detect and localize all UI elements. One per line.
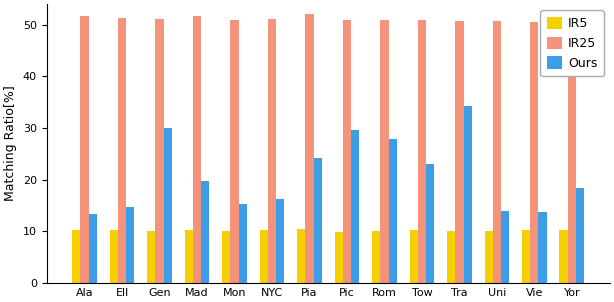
Bar — [410, 230, 418, 283]
Bar — [201, 181, 209, 283]
Bar — [335, 232, 343, 283]
Bar — [380, 20, 389, 283]
Bar — [455, 21, 464, 283]
Bar — [559, 230, 568, 283]
Bar — [297, 229, 305, 283]
Bar — [522, 230, 530, 283]
Bar — [147, 231, 155, 283]
Bar — [418, 20, 426, 283]
Bar — [155, 19, 164, 283]
Bar — [126, 207, 134, 283]
Bar — [230, 20, 239, 283]
Bar — [164, 127, 172, 283]
Bar — [343, 20, 351, 283]
Bar — [193, 16, 201, 283]
Bar — [447, 231, 455, 283]
Bar — [484, 231, 493, 283]
Bar — [239, 204, 247, 283]
Bar — [118, 18, 126, 283]
Bar — [372, 231, 380, 283]
Bar — [80, 16, 88, 283]
Bar — [72, 230, 80, 283]
Bar — [426, 164, 434, 283]
Bar — [268, 19, 276, 283]
Bar — [276, 199, 284, 283]
Bar — [351, 130, 359, 283]
Bar — [501, 211, 509, 283]
Bar — [568, 21, 576, 283]
Legend: IR5, IR25, Ours: IR5, IR25, Ours — [540, 10, 604, 76]
Bar — [222, 231, 230, 283]
Bar — [88, 214, 97, 283]
Bar — [185, 230, 193, 283]
Bar — [110, 230, 118, 283]
Bar — [538, 212, 546, 283]
Y-axis label: Matching Ratio[%]: Matching Ratio[%] — [4, 86, 17, 201]
Bar — [493, 21, 501, 283]
Bar — [464, 106, 472, 283]
Bar — [305, 14, 314, 283]
Bar — [576, 188, 585, 283]
Bar — [530, 22, 538, 283]
Bar — [260, 230, 268, 283]
Bar — [389, 139, 397, 283]
Bar — [314, 158, 322, 283]
